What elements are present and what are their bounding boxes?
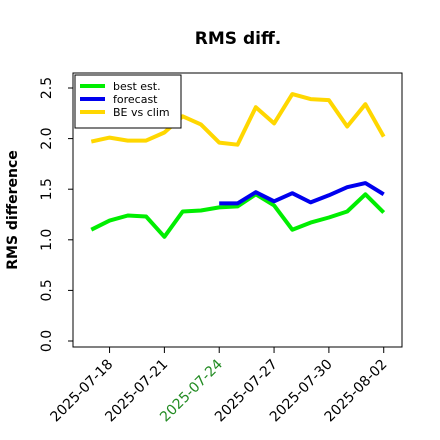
y-axis-label: RMS difference bbox=[5, 150, 21, 270]
legend-label: forecast bbox=[113, 93, 158, 106]
series-layer bbox=[90, 92, 386, 239]
y-tick-label: 2.0 bbox=[39, 127, 55, 149]
y-tick-label: 0.0 bbox=[39, 330, 55, 352]
series-line-3 bbox=[90, 92, 386, 147]
chart-title: RMS diff. bbox=[195, 29, 281, 49]
y-tick-label: 2.5 bbox=[39, 77, 55, 99]
y-tick-label: 1.0 bbox=[39, 229, 55, 251]
x-axis: 2025-07-182025-07-212025-07-242025-07-27… bbox=[48, 347, 391, 425]
y-axis: 0.0 0.5 1.0 1.5 2.0 2.5 bbox=[39, 77, 73, 352]
series-line-2 bbox=[219, 181, 385, 206]
y-tick-label: 1.5 bbox=[39, 178, 55, 200]
plot-area-frame bbox=[72, 72, 403, 348]
legend-box bbox=[74, 74, 182, 129]
legend-label: best est. bbox=[113, 80, 161, 93]
y-tick-label: 0.5 bbox=[39, 279, 55, 301]
series-line-1 bbox=[90, 192, 386, 239]
legend-label: BE vs clim bbox=[113, 106, 170, 119]
